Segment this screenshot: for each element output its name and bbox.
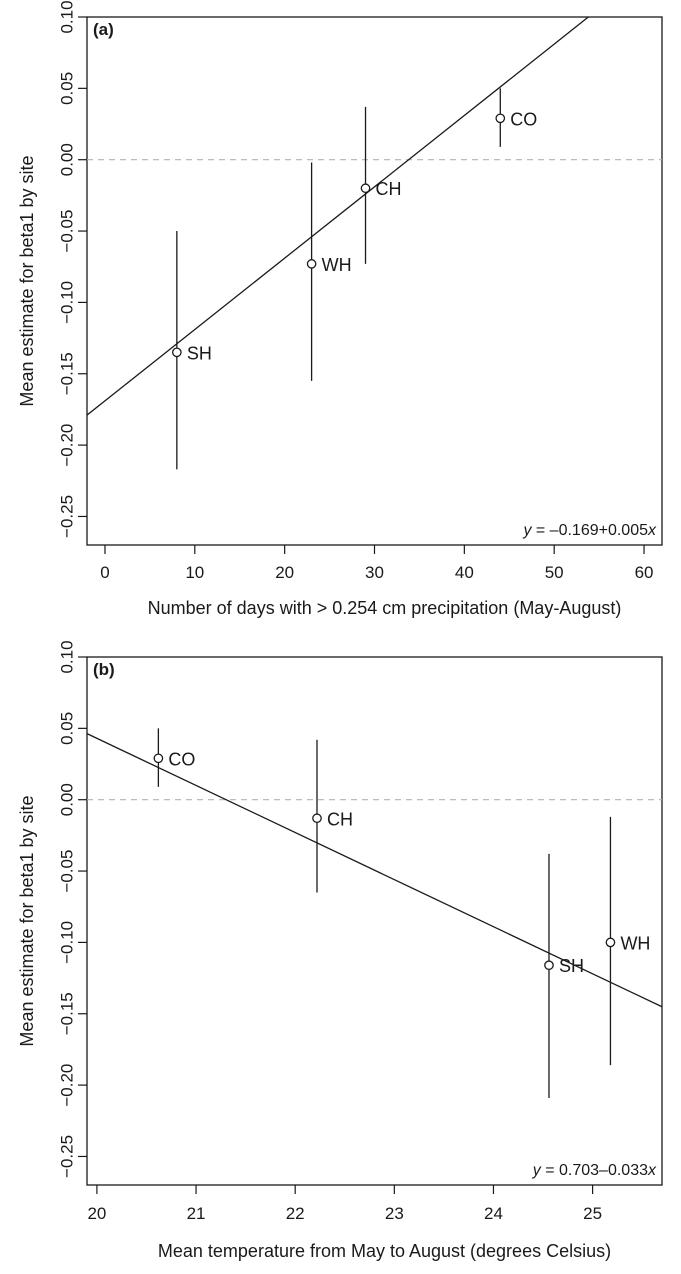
x-tick-label: 20 xyxy=(275,563,294,582)
equation-variable-x: x xyxy=(647,522,657,539)
y-tick-label: −0.20 xyxy=(58,1064,77,1107)
y-tick-label: −0.15 xyxy=(58,992,77,1035)
point-label: SH xyxy=(187,343,212,363)
y-tick-label: 0.00 xyxy=(58,783,77,816)
equation-coefficients: = 0.703–0.033 xyxy=(541,1162,648,1179)
data-point xyxy=(360,183,371,194)
point-label: CO xyxy=(510,109,537,129)
y-tick-label: 0.10 xyxy=(58,640,77,673)
x-axis-label: Number of days with > 0.254 cm precipita… xyxy=(148,598,622,618)
point-label: WH xyxy=(322,255,352,275)
y-tick-label: −0.10 xyxy=(58,281,77,324)
x-tick-label: 24 xyxy=(484,1204,503,1223)
equation-coefficients: = –0.169+0.005 xyxy=(531,522,648,539)
data-point xyxy=(171,347,182,358)
y-tick-label: 0.00 xyxy=(58,143,77,176)
y-tick-label: 0.05 xyxy=(58,712,77,745)
y-tick-label: 0.05 xyxy=(58,72,77,105)
y-tick-label: −0.10 xyxy=(58,921,77,964)
regression-equation: y = 0.703–0.033x xyxy=(532,1162,657,1179)
y-tick-label: 0.10 xyxy=(58,0,77,33)
point-label: CO xyxy=(168,749,195,769)
x-tick-label: 30 xyxy=(365,563,384,582)
y-tick-label: −0.25 xyxy=(58,1135,77,1178)
x-tick-label: 40 xyxy=(455,563,474,582)
x-tick-label: 22 xyxy=(286,1204,305,1223)
equation-variable-y: y xyxy=(532,1162,542,1179)
x-tick-label: 23 xyxy=(385,1204,404,1223)
x-tick-label: 21 xyxy=(187,1204,206,1223)
equation-variable-y: y xyxy=(522,522,532,539)
regression-line xyxy=(87,733,662,1008)
x-tick-label: 20 xyxy=(87,1204,106,1223)
point-label: WH xyxy=(620,933,650,953)
x-tick-label: 50 xyxy=(545,563,564,582)
plot-frame xyxy=(86,16,663,546)
point-label: CH xyxy=(327,809,353,829)
point-label: CH xyxy=(376,179,402,199)
data-point xyxy=(153,753,164,764)
x-tick-label: 0 xyxy=(100,563,109,582)
chart-panel-b: 20 21 22 23 24 25 −0.25 −0.20 −0.15 −0.10 −0.05 0.0… xyxy=(17,640,663,1261)
x-axis-label: Mean temperature from May to August (deg… xyxy=(158,1241,611,1261)
data-point xyxy=(605,937,616,948)
x-tick-label: 10 xyxy=(185,563,204,582)
panel-label: (b) xyxy=(93,660,115,679)
chart-panel-a: 0 10 20 30 40 50 60 −0.25 −0.20 −0.15 −0.10 −0.05 0.… xyxy=(17,0,663,618)
panel-label: (a) xyxy=(93,20,114,39)
y-tick-label: −0.20 xyxy=(58,424,77,467)
y-axis-label: Mean estimate for beta1 by site xyxy=(17,795,37,1046)
regression-line xyxy=(87,17,590,416)
data-point xyxy=(306,259,317,269)
data-point xyxy=(495,113,506,124)
y-tick-label: −0.15 xyxy=(58,352,77,395)
y-tick-label: −0.05 xyxy=(58,850,77,893)
point-label: SH xyxy=(559,956,584,976)
equation-variable-x: x xyxy=(647,1162,657,1179)
x-tick-label: 25 xyxy=(583,1204,602,1223)
y-axis-label: Mean estimate for beta1 by site xyxy=(17,155,37,406)
data-point xyxy=(312,813,322,824)
data-point xyxy=(544,960,554,971)
x-tick-label: 60 xyxy=(635,563,654,582)
y-tick-label: −0.05 xyxy=(58,210,77,253)
y-tick-label: −0.25 xyxy=(58,495,77,538)
regression-equation: y = –0.169+0.005x xyxy=(522,522,657,539)
plot-frame xyxy=(86,656,663,1186)
